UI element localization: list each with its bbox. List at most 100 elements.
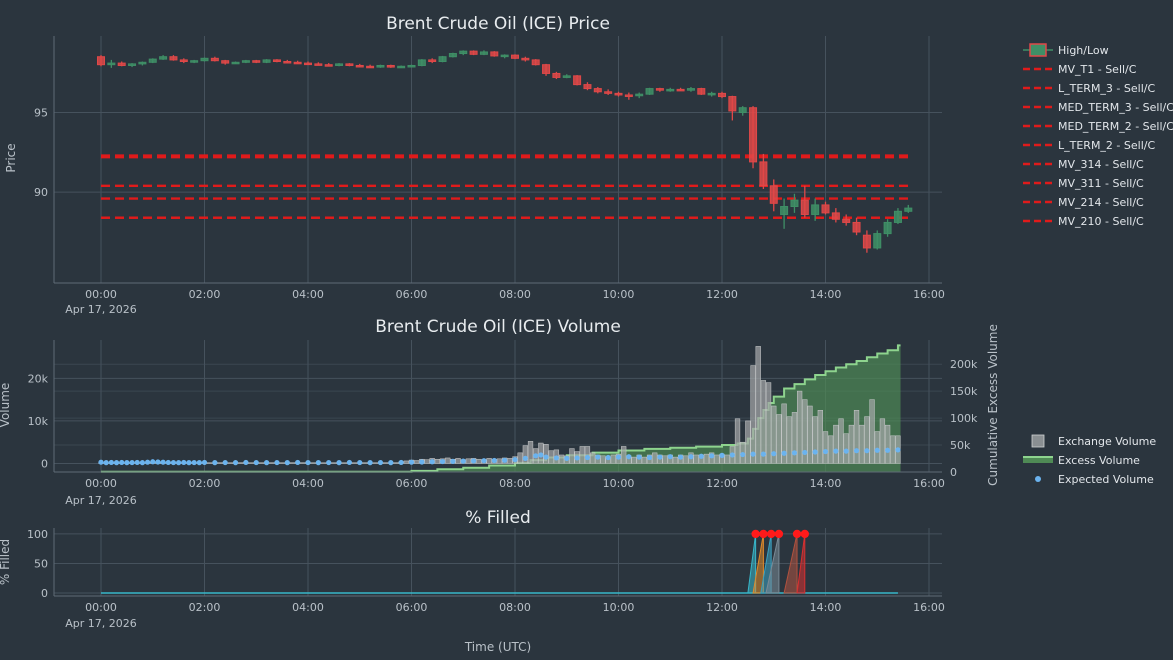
- price-legend[interactable]: High/Low MV_T1 - Sell/C L_TERM_3 - Sell/C M…: [1023, 43, 1173, 228]
- legend-item[interactable]: MV_210 - Sell/C: [1023, 215, 1144, 228]
- y2-tick-label: 0: [950, 466, 957, 479]
- legend-area-swatch: [1023, 457, 1053, 463]
- x-tick-label: 04:00: [292, 288, 324, 301]
- exchange-volume-bar: [807, 405, 813, 464]
- expected-volume-dot: [895, 447, 901, 453]
- legend-label: MV_T1 - Sell/C: [1058, 63, 1137, 76]
- candle-down: [697, 88, 706, 95]
- exchange-volume-bar: [543, 444, 549, 464]
- legend-label: MED_TERM_3 - Sell/C: [1058, 101, 1173, 114]
- candle-down: [583, 84, 592, 90]
- legend-label: High/Low: [1058, 44, 1109, 57]
- candle-down: [293, 61, 302, 65]
- expected-volume-dot: [357, 459, 363, 466]
- expected-volume-dot: [103, 460, 109, 466]
- exchange-volume-bar: [755, 346, 761, 464]
- expected-volume-dot: [284, 460, 290, 466]
- legend-item[interactable]: MV_214 - Sell/C: [1023, 196, 1144, 209]
- legend-label: MV_210 - Sell/C: [1058, 215, 1144, 228]
- expected-volume-dot: [150, 459, 156, 465]
- exchange-volume-bar: [610, 454, 616, 464]
- x-tick-label: 16:00: [913, 477, 945, 490]
- legend-item[interactable]: Expected Volume: [1035, 473, 1154, 486]
- candle-down: [624, 94, 633, 97]
- expected-volume-dot: [336, 460, 342, 466]
- x-axis-title: Time (UTC): [464, 640, 531, 654]
- candle-up: [893, 210, 902, 223]
- candle-down: [769, 185, 778, 204]
- candle-down: [272, 59, 281, 62]
- exchange-volume-bar: [693, 454, 699, 464]
- expected-volume-dot: [119, 459, 125, 466]
- legend-item[interactable]: MV_T1 - Sell/C: [1023, 63, 1137, 76]
- candle-up: [645, 88, 654, 95]
- expected-volume-dot: [388, 460, 394, 466]
- expected-volume-dot: [108, 459, 114, 466]
- exchange-volume-bar: [300, 462, 306, 464]
- exchange-volume-bar: [382, 462, 389, 464]
- x-tick-label: 02:00: [189, 601, 221, 614]
- exchange-volume-bar: [641, 456, 648, 464]
- expected-volume-dot: [222, 459, 228, 466]
- legend-item[interactable]: L_TERM_2 - Sell/C: [1023, 139, 1155, 152]
- expected-volume-dot: [326, 459, 332, 466]
- legend-item[interactable]: MV_314 - Sell/C: [1023, 158, 1144, 171]
- exchange-volume-bar: [527, 441, 534, 464]
- legend-item[interactable]: MV_311 - Sell/C: [1023, 177, 1144, 190]
- exchange-volume-bar: [548, 450, 554, 464]
- candle-down: [593, 88, 602, 93]
- exchange-volume-bar: [217, 462, 223, 464]
- legend-item[interactable]: MED_TERM_2 - Sell/C: [1023, 120, 1173, 133]
- legend-item[interactable]: Excess Volume: [1023, 454, 1140, 467]
- x-tick-label: 06:00: [396, 288, 428, 301]
- candle-up: [707, 92, 716, 96]
- volume-chart-title: Brent Crude Oil (ICE) Volume: [375, 317, 621, 337]
- candle-up: [562, 75, 571, 78]
- candle-up: [376, 64, 385, 68]
- expected-volume-dot: [502, 457, 508, 463]
- volume-legend[interactable]: Exchange Volume Excess Volume Expected Vol…: [1023, 434, 1156, 486]
- expected-volume-dots: [98, 447, 901, 466]
- exchange-volume-bar: [434, 458, 441, 464]
- legend-item[interactable]: High/Low: [1023, 43, 1109, 57]
- expected-volume-dot: [729, 452, 735, 458]
- exchange-volume-bar: [724, 454, 730, 464]
- exchange-volume-bar: [817, 410, 823, 464]
- expected-volume-dot: [802, 449, 808, 456]
- x-tick-label: 12:00: [706, 477, 738, 490]
- exchange-volume-bar: [393, 462, 399, 464]
- exchange-volume-bar: [455, 458, 461, 464]
- x-tick-label: 06:00: [396, 601, 428, 614]
- exchange-volume-bar: [786, 416, 792, 464]
- expected-volume-dot: [574, 455, 580, 461]
- expected-volume-dot: [553, 455, 560, 461]
- candle-down: [428, 59, 437, 62]
- candle-up: [200, 57, 209, 62]
- candle-down: [852, 221, 861, 233]
- exchange-volume-bar: [496, 458, 503, 464]
- exchange-volume-bar: [465, 458, 472, 464]
- exchange-volume-bar: [621, 446, 627, 464]
- candle-up: [500, 54, 509, 58]
- exchange-volume-bar: [238, 462, 244, 464]
- candle-up: [780, 206, 789, 215]
- y-tick-label: 10k: [28, 415, 49, 428]
- expected-volume-dot: [615, 454, 622, 460]
- exchange-volume-bar: [890, 435, 896, 464]
- legend-item[interactable]: MED_TERM_3 - Sell/C: [1023, 101, 1173, 114]
- filled-date-label: Apr 17, 2026: [65, 617, 137, 630]
- price-axes: 00:00 02:00 04:00 06:00 08:00 10:00 12:00 14:00…: [34, 36, 945, 301]
- candle-down: [117, 62, 126, 66]
- exchange-volume-bar: [320, 462, 327, 464]
- expected-volume-dot: [264, 460, 270, 466]
- legend-item[interactable]: Exchange Volume: [1031, 434, 1156, 448]
- exchange-volume-bar: [869, 399, 875, 464]
- exchange-volume-bar: [771, 405, 777, 464]
- legend-label: Exchange Volume: [1058, 435, 1156, 448]
- candle-down: [210, 57, 219, 62]
- legend-label: Excess Volume: [1058, 454, 1140, 467]
- exchange-volume-bar: [796, 390, 803, 464]
- expected-volume-dot: [181, 459, 187, 466]
- legend-item[interactable]: L_TERM_3 - Sell/C: [1023, 82, 1155, 95]
- exchange-volume-bar: [859, 424, 865, 464]
